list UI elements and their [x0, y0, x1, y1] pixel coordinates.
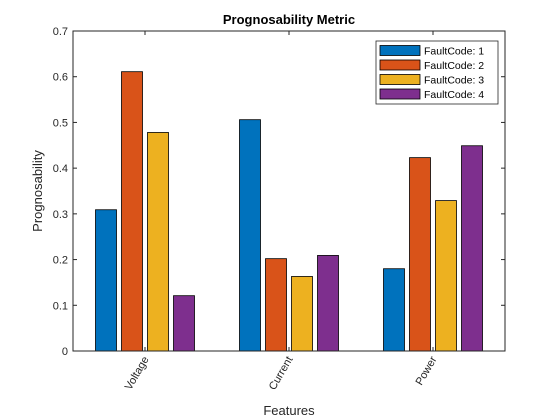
x-tick-label-power: Power: [414, 354, 440, 387]
legend: FaultCode: 1 FaultCode: 2 FaultCode: 3 Faul…: [375, 40, 499, 105]
bars-layer: [95, 71, 483, 352]
chart-title: Prognosability Metric: [223, 12, 355, 27]
bar-power-4: [461, 145, 483, 352]
x-tick-label-voltage: Voltage: [123, 355, 152, 393]
y-tick-label: 0.2: [53, 255, 68, 267]
bar-power-2: [409, 157, 431, 352]
y-tick-label: 0.4: [53, 163, 68, 175]
y-axis-label: Prognosability: [30, 150, 45, 232]
y-tick-label: 0.6: [53, 72, 68, 84]
bar-voltage-4: [173, 295, 195, 352]
legend-label-1: FaultCode: 1: [424, 46, 484, 58]
bar-power-3: [435, 200, 457, 352]
legend-swatch-1: [379, 45, 421, 56]
legend-swatch-2: [379, 59, 421, 71]
y-tick-label: 0.1: [53, 300, 68, 312]
bar-current-4: [317, 255, 339, 352]
legend-label-2: FaultCode: 2: [424, 60, 484, 72]
legend-label-4: FaultCode: 4: [424, 89, 484, 101]
bar-current-1: [239, 119, 261, 352]
y-tick-label: 0.7: [53, 26, 68, 38]
legend-swatch-3: [379, 74, 421, 85]
bar-voltage-1: [95, 209, 117, 352]
bar-voltage-2: [121, 71, 143, 352]
legend-swatch-4: [379, 88, 421, 100]
bar-power-1: [383, 268, 405, 352]
bar-current-3: [291, 276, 313, 352]
bar-voltage-3: [147, 132, 169, 352]
x-axis-label: Features: [263, 403, 315, 418]
y-tick-label: 0.3: [53, 209, 68, 221]
bar-current-2: [265, 258, 287, 352]
y-tick-label: 0.5: [53, 117, 68, 129]
legend-label-3: FaultCode: 3: [424, 75, 484, 87]
y-tick-label: 0: [62, 346, 68, 358]
x-tick-label-current: Current: [267, 355, 296, 393]
